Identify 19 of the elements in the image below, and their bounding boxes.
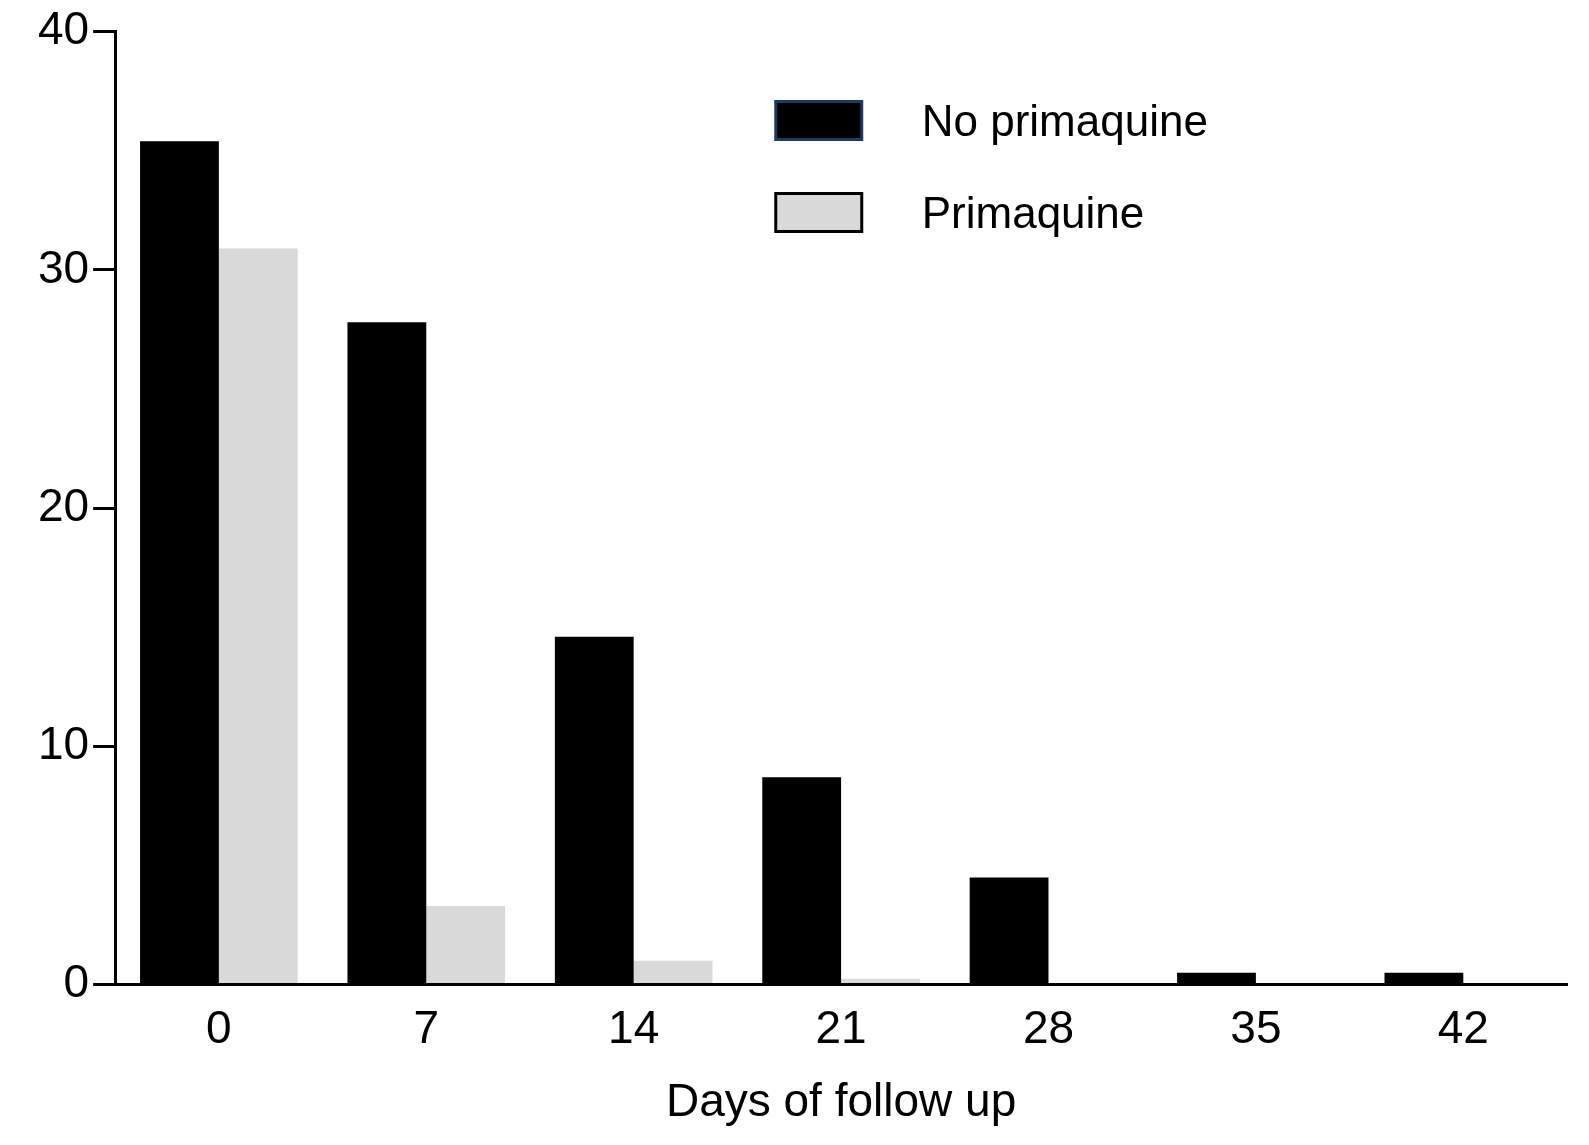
bar [218,248,298,984]
y-tick-label: 30 [37,240,90,293]
legend-label: No primaquine [921,95,1208,145]
y-tick-label: 40 [37,2,90,55]
y-tick-label: 0 [63,955,90,1008]
x-tick-label: 7 [413,1000,440,1053]
legend-label: Primaquine [921,187,1145,237]
x-tick-label: 0 [206,1000,232,1053]
x-tick-label: 14 [608,1000,660,1053]
x-tick-label: 21 [815,1000,867,1053]
x-tick-label: 35 [1230,1000,1282,1053]
y-tick-label: 10 [37,717,90,770]
bar [426,905,506,984]
x-tick-label: 42 [1437,1000,1489,1053]
x-tick-label: 28 [1022,1000,1075,1053]
bar [633,960,713,984]
y-tick-label: 20 [37,478,90,531]
x-axis-title: Days of follow up [665,1074,1017,1127]
bar [841,978,920,984]
